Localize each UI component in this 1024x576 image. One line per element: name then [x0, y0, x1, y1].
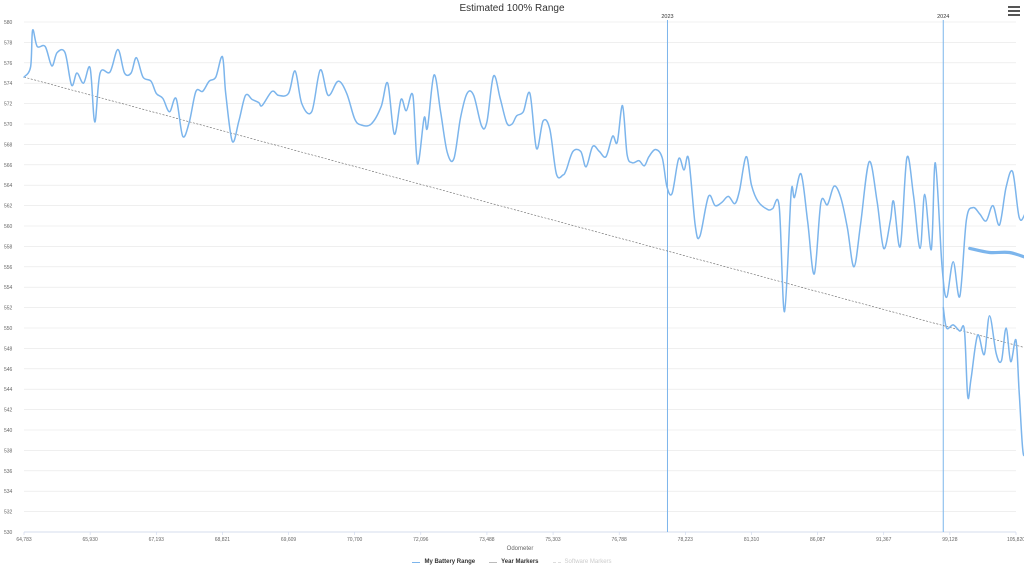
y-tick-label: 540	[4, 428, 13, 434]
legend-swatch-software	[552, 561, 561, 563]
x-tick-label: 73,488	[479, 537, 495, 543]
x-tick-label: 91,367	[876, 537, 892, 543]
legend-label: Year Markers	[501, 559, 539, 565]
y-tick-label: 548	[4, 346, 13, 352]
y-tick-label: 566	[4, 163, 13, 169]
x-axis-title: Odometer	[507, 546, 534, 552]
x-tick-label: 81,310	[744, 537, 760, 543]
x-tick-label: 99,128	[942, 537, 958, 543]
chart-legend: My Battery Range Year Markers Software M…	[0, 559, 1024, 565]
y-tick-label: 558	[4, 244, 13, 250]
y-tick-label: 554	[4, 285, 13, 291]
legend-swatch-year	[489, 561, 498, 563]
y-tick-label: 572	[4, 102, 13, 108]
x-tick-label: 67,193	[149, 537, 165, 543]
year-marker-label: 2023	[661, 14, 673, 20]
y-tick-label: 542	[4, 408, 13, 414]
legend-item-battery-range[interactable]: My Battery Range	[412, 559, 475, 565]
x-tick-label: 105,820	[1007, 537, 1024, 543]
y-tick-label: 552	[4, 306, 13, 312]
x-tick-label: 72,096	[413, 537, 429, 543]
legend-label: My Battery Range	[424, 559, 476, 565]
y-tick-label: 562	[4, 204, 13, 210]
trendline	[23, 76, 1024, 348]
x-tick-label: 76,788	[612, 537, 628, 543]
y-tick-label: 550	[4, 326, 13, 332]
series-line	[23, 29, 1024, 313]
y-tick-label: 544	[4, 387, 13, 393]
x-tick-label: 86,087	[810, 537, 826, 543]
x-tick-label: 75,303	[545, 537, 561, 543]
legend-label: Software Markers	[564, 559, 612, 565]
x-tick-label: 68,821	[215, 537, 231, 543]
y-tick-label: 536	[4, 469, 13, 475]
menu-bar-icon	[1008, 14, 1020, 16]
y-tick-label: 546	[4, 367, 13, 373]
y-tick-label: 570	[4, 122, 13, 128]
y-tick-label: 560	[4, 224, 13, 230]
series-line	[942, 306, 1024, 457]
y-tick-label: 576	[4, 61, 13, 67]
chart-title: Estimated 100% Range	[459, 3, 565, 14]
menu-bar-icon	[1008, 6, 1020, 8]
y-tick-label: 564	[4, 183, 13, 189]
y-tick-label: 556	[4, 265, 13, 271]
x-tick-label: 78,223	[678, 537, 694, 543]
y-tick-label: 580	[4, 20, 13, 26]
legend-item-year-markers[interactable]: Year Markers	[489, 559, 539, 565]
year-marker-label: 2024	[937, 14, 949, 20]
menu-bar-icon	[1008, 10, 1020, 12]
x-tick-label: 69,609	[281, 537, 297, 543]
series-line	[968, 246, 1024, 259]
legend-item-software-markers[interactable]: Software Markers	[552, 559, 612, 565]
x-tick-label: 65,930	[82, 537, 98, 543]
y-tick-label: 568	[4, 142, 13, 148]
y-tick-label: 532	[4, 510, 13, 516]
y-tick-label: 538	[4, 448, 13, 454]
y-tick-label: 578	[4, 40, 13, 46]
y-tick-label: 534	[4, 489, 13, 495]
chart-menu-button[interactable]	[1008, 4, 1020, 16]
x-tick-label: 64,783	[16, 537, 32, 543]
x-tick-label: 70,700	[347, 537, 363, 543]
legend-swatch-battery	[412, 561, 421, 563]
y-tick-label: 530	[4, 530, 13, 536]
y-tick-label: 574	[4, 81, 13, 87]
